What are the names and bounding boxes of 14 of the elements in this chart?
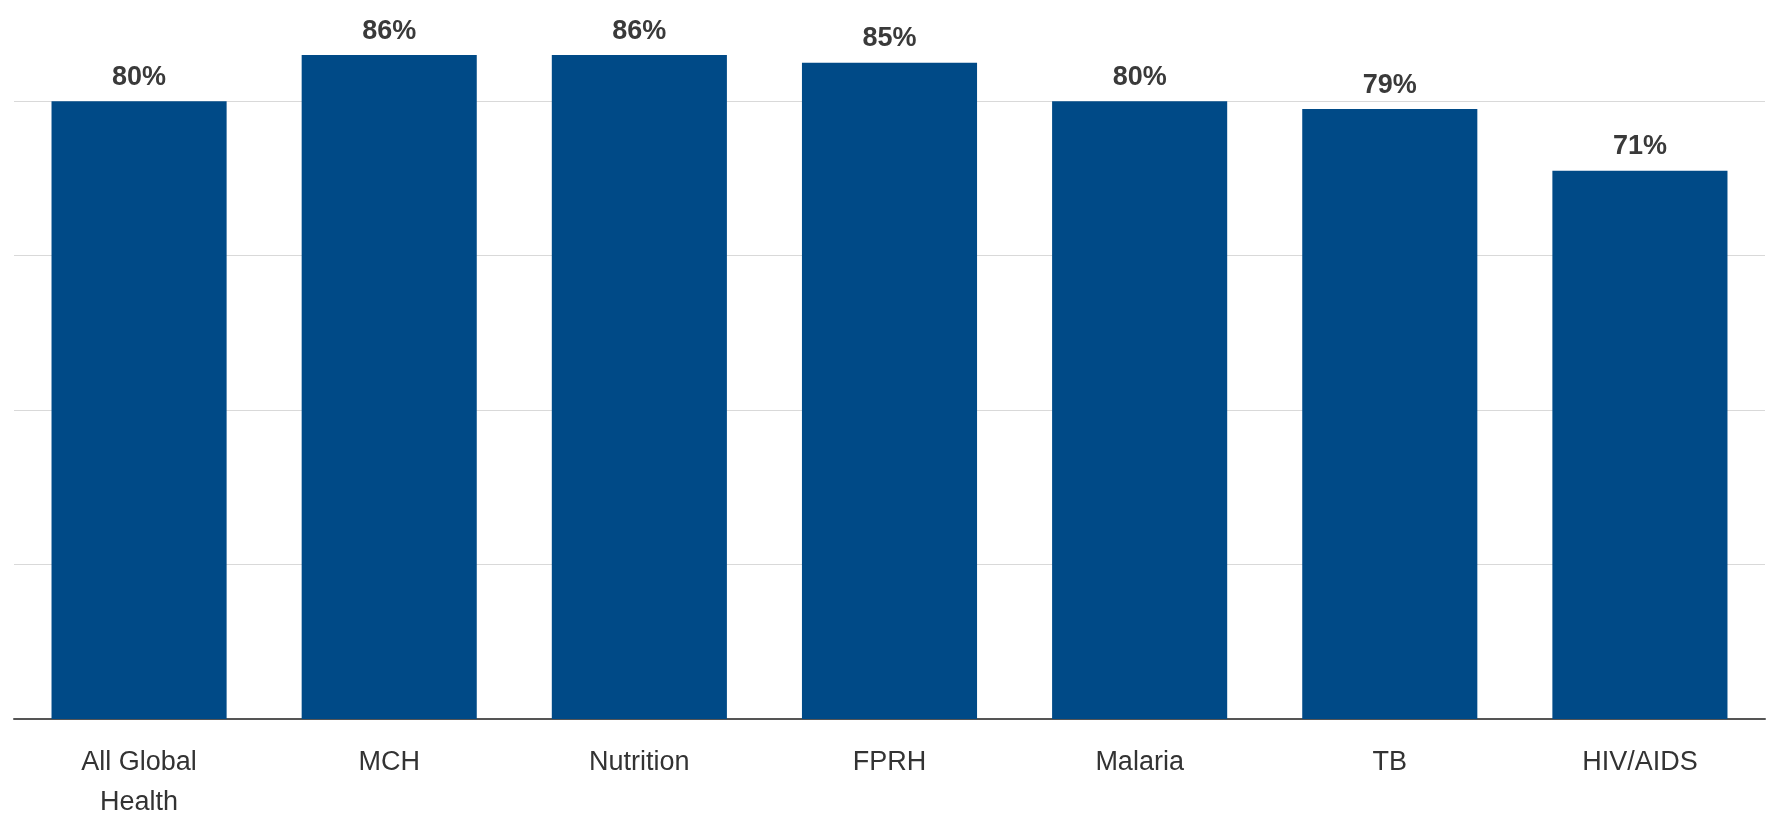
data-label: 86% [362,14,417,45]
data-label: 80% [112,60,167,91]
data-label: 79% [1362,68,1417,99]
x-tick-label: Malaria [1095,746,1185,776]
x-tick-label: TB [1372,746,1408,776]
x-tick-label: MCH [358,746,420,776]
data-label: 85% [862,22,917,53]
x-tick-label: FPRH [852,746,927,776]
x-tick-label: HIV/AIDS [1582,746,1698,776]
data-label: 71% [1612,130,1667,161]
data-label: 80% [1112,60,1167,91]
data-label: 86% [612,14,667,45]
x-tick-label: Nutrition [589,746,690,776]
x-tick-label: All Global Health [81,746,197,816]
